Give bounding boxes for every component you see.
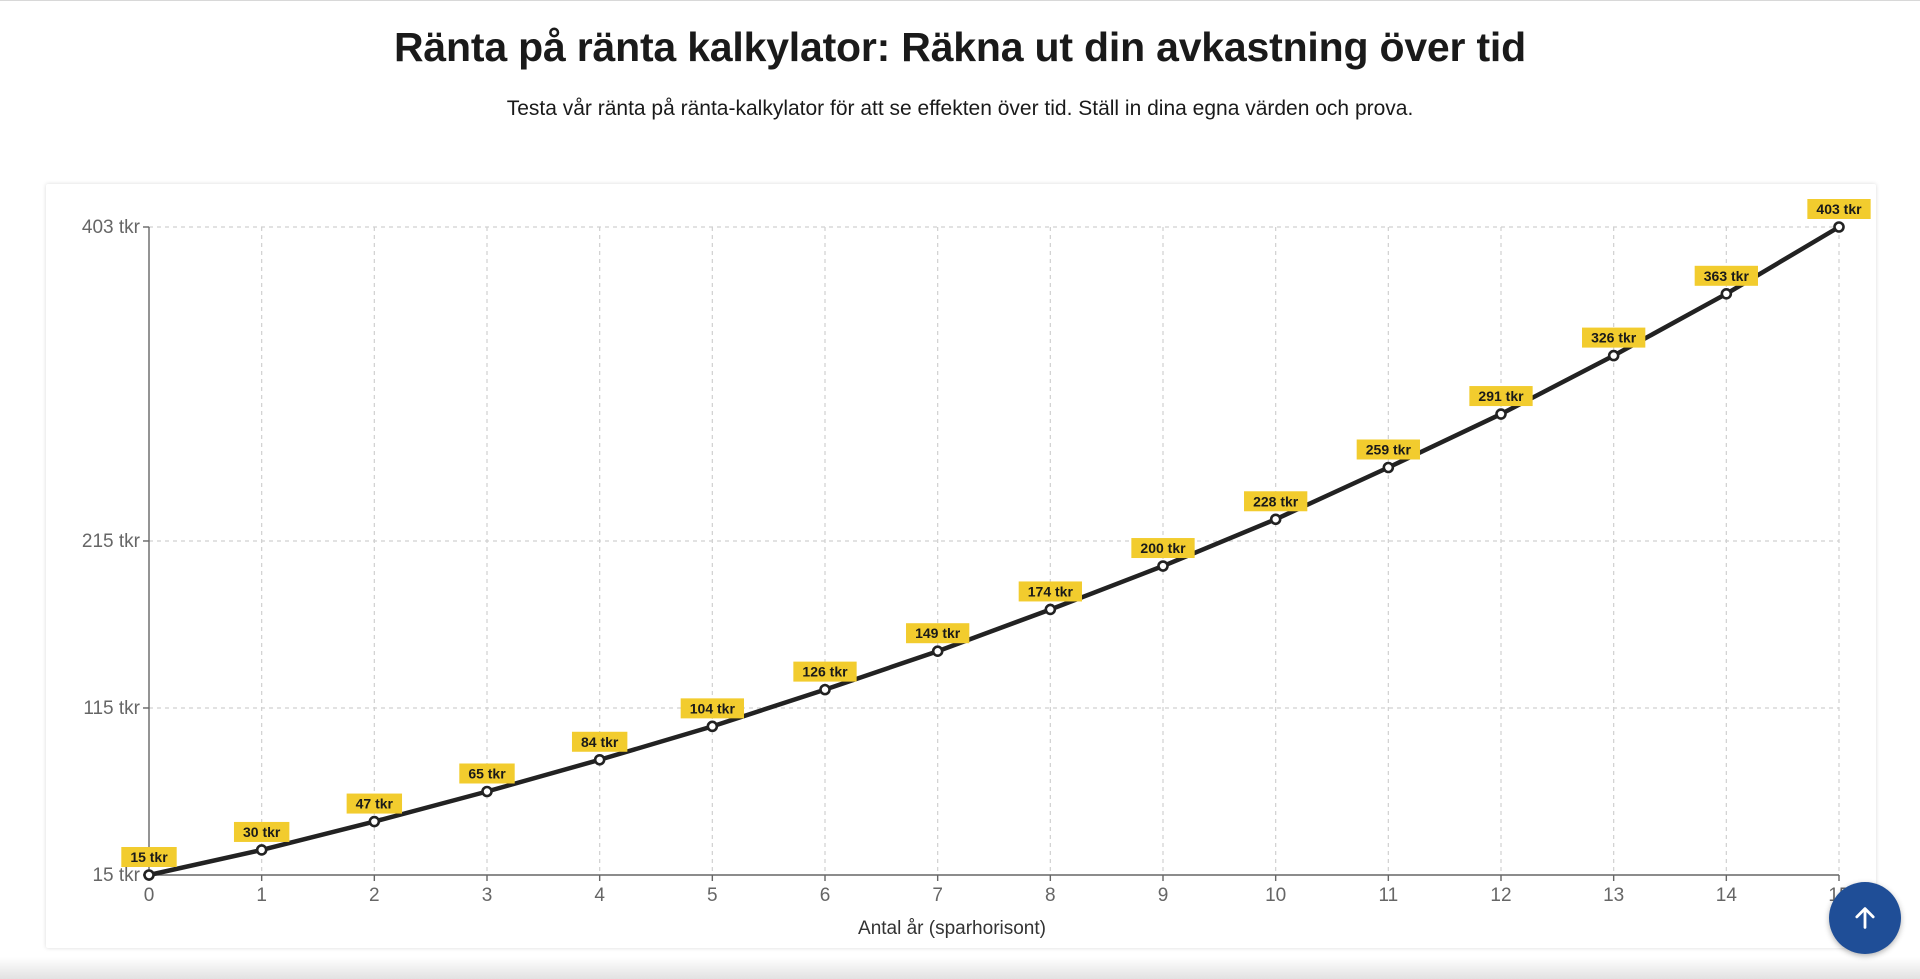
data-point[interactable] xyxy=(1269,513,1282,526)
y-tick-label: 115 tkr xyxy=(83,698,140,719)
data-point[interactable] xyxy=(1157,560,1169,572)
y-tick-label: 403 tkr xyxy=(82,217,141,238)
data-label-badge xyxy=(1244,491,1308,512)
series-line xyxy=(146,224,1842,878)
data-point[interactable] xyxy=(368,815,381,828)
series-layer xyxy=(143,221,1845,881)
x-axis-title: Antal år (sparhorisont) xyxy=(858,918,1046,939)
data-label-layer: 15 tkr 30 tkr 47 tkr 65 tkr 84 tkr 104 tkr 126… xyxy=(121,199,1871,867)
page-title: Ränta på ränta kalkylator: Räkna ut din … xyxy=(394,24,1526,70)
data-label-badge xyxy=(680,698,744,719)
data-label: 259 tkr xyxy=(1366,441,1412,457)
x-tick-label: 1 xyxy=(256,885,267,906)
page-bottom-shadow xyxy=(0,957,1920,979)
data-label-badge xyxy=(1582,327,1646,348)
data-label: 363 tkr xyxy=(1704,268,1750,284)
data-point[interactable] xyxy=(1044,603,1057,616)
data-label: 47 tkr xyxy=(356,796,394,812)
data-label-badge xyxy=(1469,386,1533,407)
page-subtitle: Testa vår ränta på ränta-kalkylator för … xyxy=(506,97,1414,120)
data-point[interactable] xyxy=(931,645,944,658)
data-label-badge xyxy=(571,731,628,752)
data-label-badge xyxy=(1131,538,1195,559)
data-label: 126 tkr xyxy=(802,664,848,680)
data-label-badge xyxy=(1694,265,1758,286)
x-tick-label: 14 xyxy=(1716,885,1738,906)
x-tick-label: 3 xyxy=(482,885,493,906)
data-label: 84 tkr xyxy=(581,734,619,750)
data-label: 149 tkr xyxy=(915,625,961,641)
y-tick-label: 215 tkr xyxy=(82,531,141,552)
x-tick-label: 6 xyxy=(820,885,831,906)
y-tick-label: 15 tkr xyxy=(92,865,140,886)
x-tick-label: 10 xyxy=(1265,885,1286,906)
data-point[interactable] xyxy=(481,785,493,798)
chart-card xyxy=(46,184,1876,948)
data-point[interactable] xyxy=(1720,288,1733,300)
data-label: 403 tkr xyxy=(1816,201,1862,217)
data-label: 228 tkr xyxy=(1253,493,1299,509)
data-point[interactable] xyxy=(819,683,831,696)
data-label: 65 tkr xyxy=(468,765,506,781)
data-point[interactable] xyxy=(143,869,155,881)
x-tick-label: 7 xyxy=(932,885,943,906)
data-point[interactable] xyxy=(706,720,719,733)
data-label-badge xyxy=(793,661,857,682)
data-label: 104 tkr xyxy=(690,700,736,716)
data-label: 326 tkr xyxy=(1591,330,1637,346)
data-point[interactable] xyxy=(1833,221,1845,233)
x-tick-label: 4 xyxy=(594,885,605,906)
x-tick-label: 9 xyxy=(1158,885,1169,906)
grid-layer xyxy=(149,226,1840,875)
data-label-badge xyxy=(906,623,970,644)
x-tick-label: 2 xyxy=(369,885,380,906)
data-label: 30 tkr xyxy=(243,824,281,840)
x-tick-label: 11 xyxy=(1378,885,1398,906)
x-tick-label: 8 xyxy=(1045,885,1056,906)
data-label-badge xyxy=(1356,439,1420,460)
x-tick-label: 5 xyxy=(707,885,718,906)
x-tick-label: 12 xyxy=(1490,885,1511,906)
scroll-to-top-button[interactable] xyxy=(1829,882,1901,954)
arrow-up-icon xyxy=(1855,907,1875,929)
data-label: 200 tkr xyxy=(1140,540,1186,556)
data-label-badge xyxy=(121,847,177,867)
data-point[interactable] xyxy=(1607,349,1620,362)
data-point[interactable] xyxy=(255,844,268,856)
data-label: 15 tkr xyxy=(130,849,168,865)
data-point[interactable] xyxy=(1382,461,1395,474)
x-tick-label: 13 xyxy=(1603,885,1624,906)
data-point[interactable] xyxy=(1495,408,1507,420)
top-divider xyxy=(0,0,1920,1)
data-label: 174 tkr xyxy=(1028,583,1074,599)
x-tick-label: 0 xyxy=(144,885,155,906)
data-label-badge xyxy=(346,793,403,814)
data-label-badge xyxy=(459,763,515,784)
data-label: 291 tkr xyxy=(1478,388,1524,404)
data-label-badge xyxy=(1018,581,1082,602)
data-label-badge xyxy=(233,821,290,842)
data-point[interactable] xyxy=(593,753,606,766)
data-label-badge xyxy=(1807,199,1871,219)
